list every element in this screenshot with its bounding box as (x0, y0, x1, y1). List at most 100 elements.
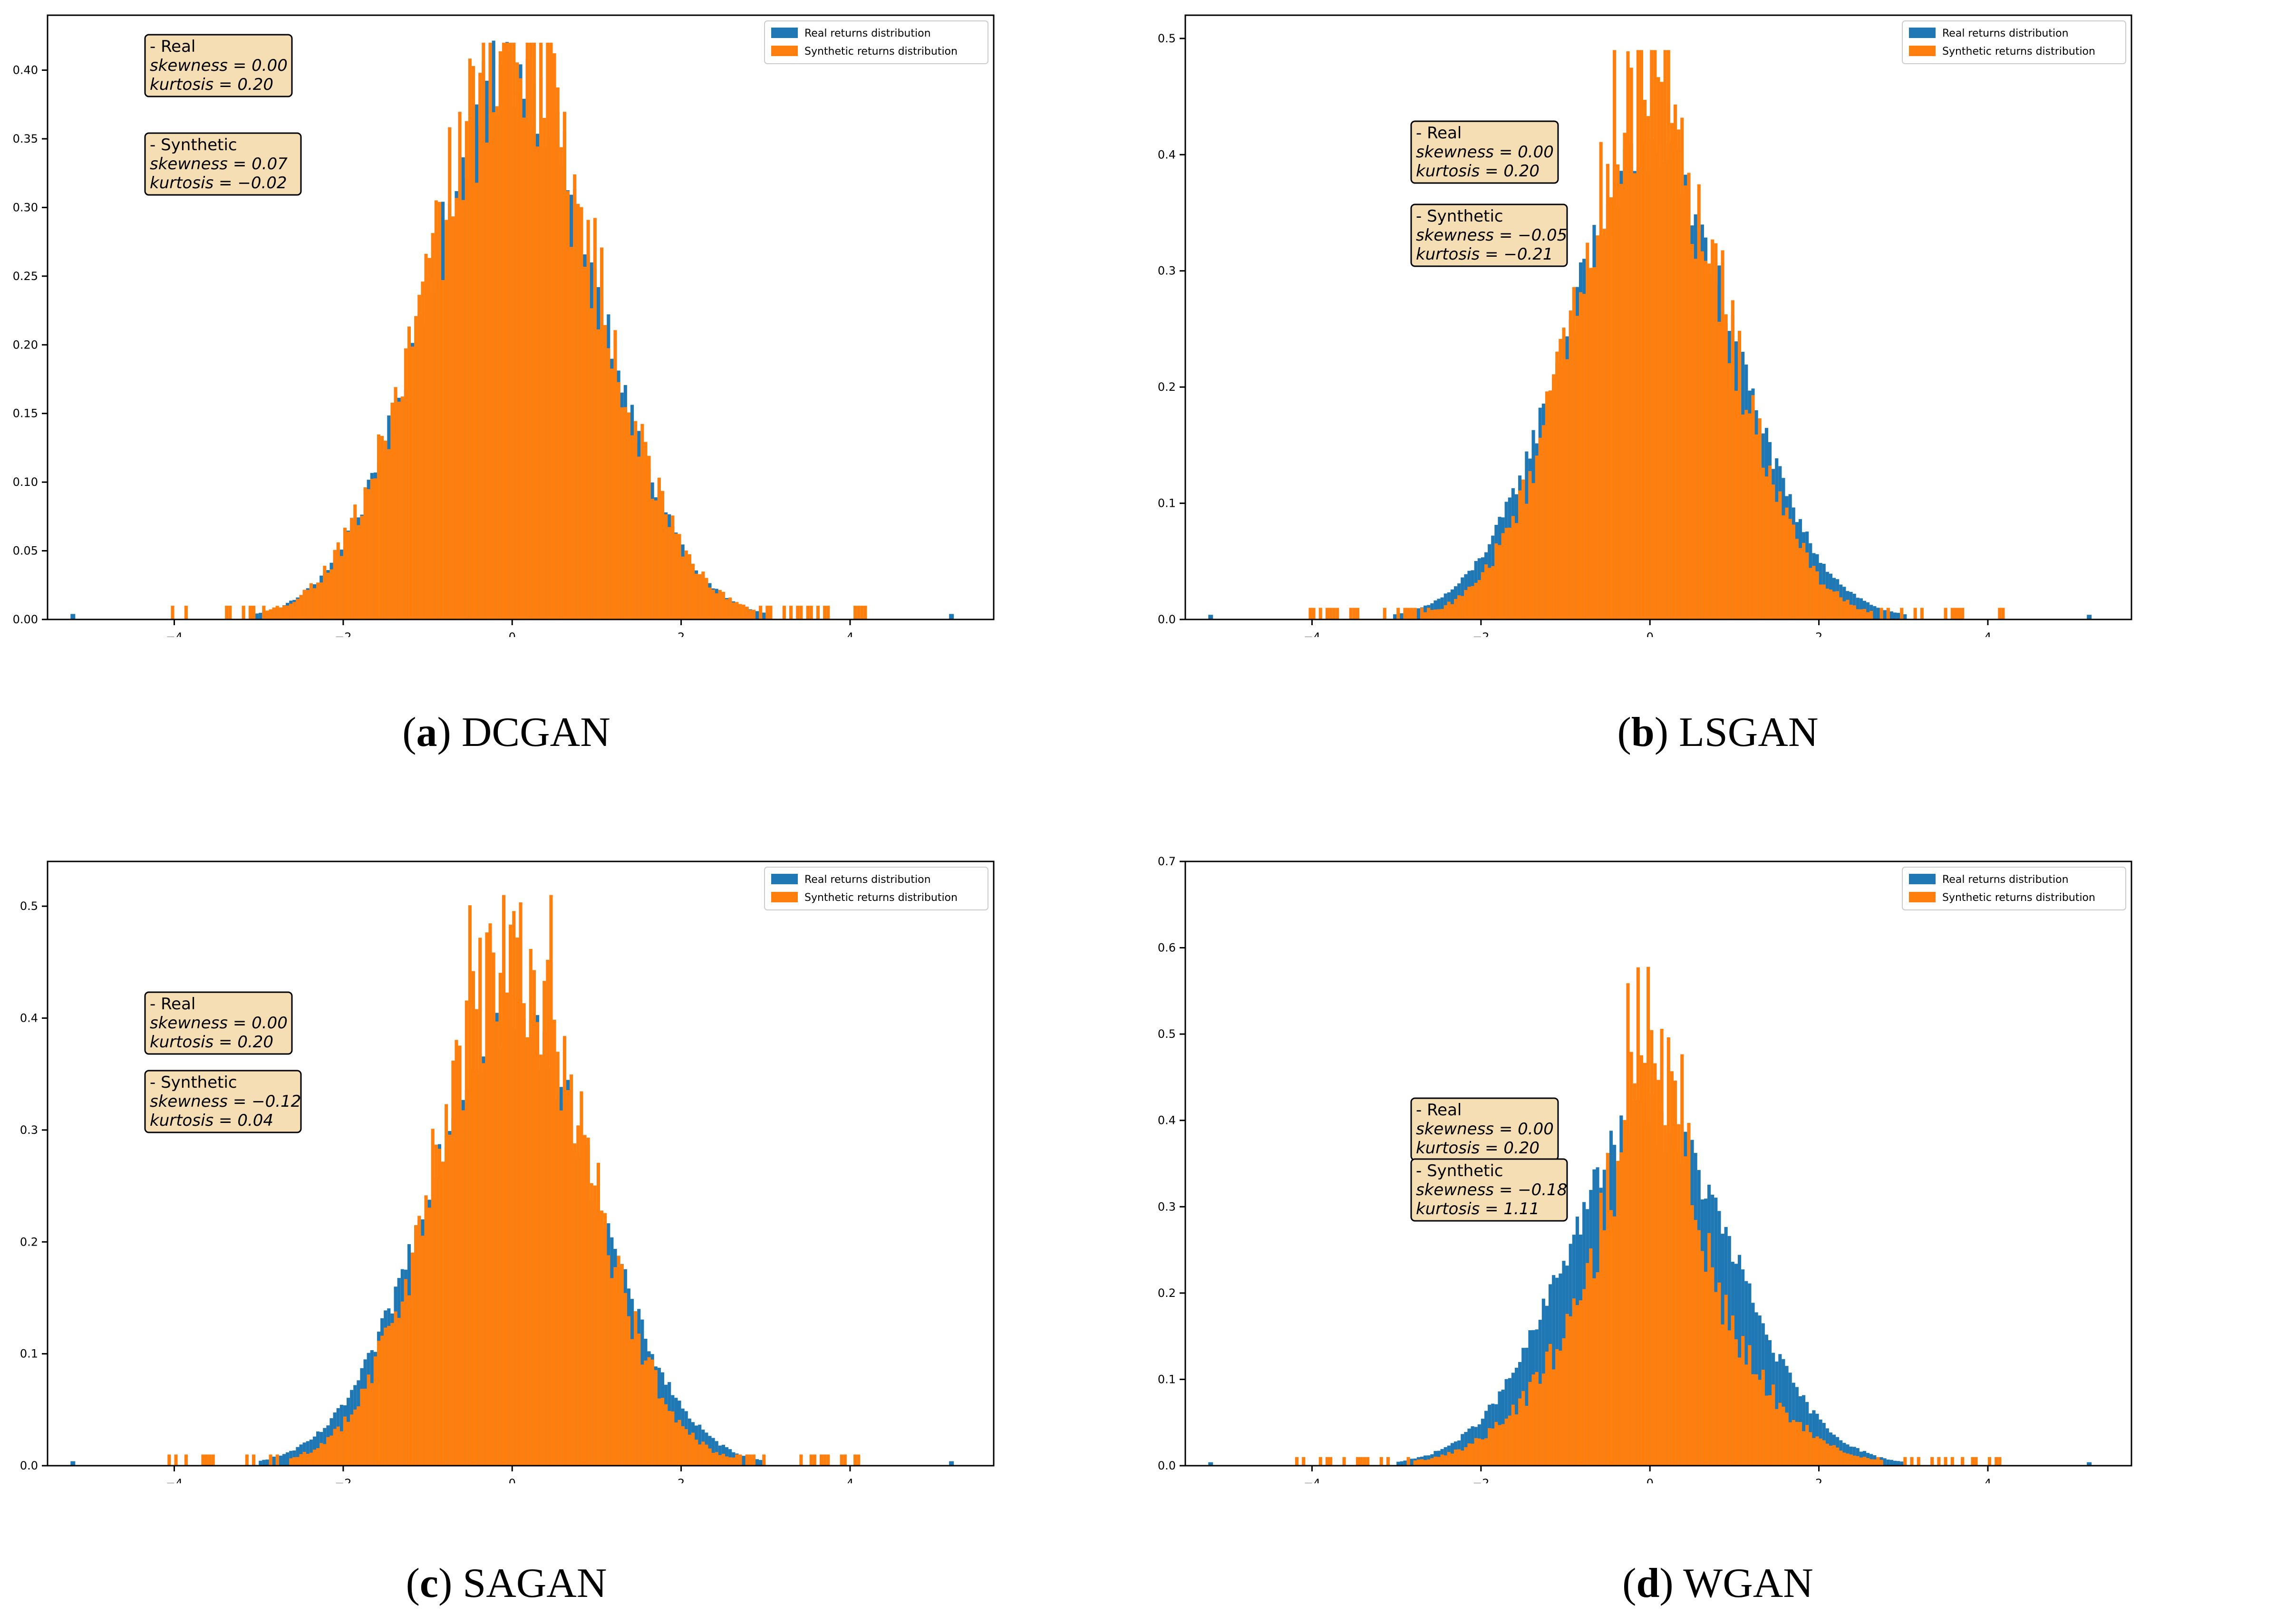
bar-synthetic (1569, 1316, 1572, 1466)
bar-synthetic (1879, 1460, 1883, 1466)
legend-real-swatch (1909, 874, 1936, 884)
bar-synthetic (559, 1110, 563, 1466)
bar-synthetic (286, 605, 290, 619)
bar-synthetic (1427, 1459, 1431, 1466)
bar-synthetic (1704, 1272, 1708, 1466)
bar-synthetic (353, 504, 357, 619)
bar-synthetic (745, 607, 749, 619)
bar-synthetic (620, 407, 624, 619)
bar-synthetic (610, 368, 614, 619)
bar-synthetic (275, 1454, 279, 1466)
bar-synthetic (1704, 261, 1708, 619)
bar-synthetic (333, 1429, 337, 1466)
bar-synthetic (613, 330, 617, 619)
bar-synthetic (1461, 596, 1464, 619)
bar-synthetic (782, 606, 786, 619)
bar-synthetic (640, 424, 644, 619)
bar-synthetic (1775, 1409, 1779, 1466)
bar-synthetic (448, 1134, 452, 1466)
stats-line: kurtosis = 0.20 (1416, 1139, 1540, 1158)
stats-line: skewness = 0.07 (150, 155, 288, 174)
bar-synthetic (1717, 1282, 1721, 1466)
bar-synthetic (316, 582, 320, 619)
bar-synthetic (228, 606, 232, 619)
bar-real (1900, 1461, 1904, 1466)
bar-synthetic (1646, 967, 1650, 1466)
bar-synthetic (1440, 1454, 1444, 1466)
stats-line: - Synthetic (150, 135, 237, 155)
y-tick-label: 0.40 (13, 64, 38, 77)
bar-synthetic (1798, 1422, 1802, 1466)
bar-synthetic (857, 1454, 861, 1466)
bar-synthetic (566, 191, 570, 619)
bar-synthetic (613, 1267, 617, 1466)
bar-synthetic (502, 895, 506, 1466)
bar-synthetic (427, 258, 431, 619)
bar-synthetic (1424, 612, 1427, 619)
bar-synthetic (701, 1441, 705, 1466)
bar-synthetic (1579, 1300, 1583, 1466)
bar-synthetic (1484, 1438, 1488, 1466)
bar-synthetic (225, 606, 229, 619)
bar-synthetic (1656, 77, 1660, 620)
bar-synthetic (424, 1195, 428, 1466)
bar-synthetic (549, 895, 553, 1466)
bar-synthetic (478, 938, 482, 1466)
caption-a: (a) DCGAN (402, 709, 610, 755)
bar-synthetic (1613, 1216, 1617, 1466)
bar-synthetic (411, 347, 415, 619)
x-tick-label: −4 (1304, 1477, 1320, 1483)
bar-synthetic (1491, 1428, 1495, 1466)
bar-synthetic (1437, 1457, 1441, 1466)
bar-synthetic (1869, 1459, 1873, 1466)
bar-synthetic (1643, 100, 1647, 619)
bar-synthetic (455, 198, 458, 620)
bar-synthetic (387, 1325, 391, 1466)
stats-line: - Synthetic (1416, 207, 1503, 226)
bar-synthetic (1731, 1315, 1734, 1466)
caption-name-d: WGAN (1683, 1560, 1813, 1606)
bar-synthetic (816, 606, 820, 619)
bar-synthetic (1862, 1457, 1867, 1466)
bar-synthetic (363, 1389, 367, 1466)
bar-real (1859, 598, 1863, 619)
bar-synthetic (627, 412, 630, 619)
bar-synthetic (1684, 1156, 1687, 1466)
caption-c: (c) SAGAN (406, 1560, 607, 1606)
bar-real (755, 1459, 759, 1466)
x-tick-label: 2 (1815, 630, 1822, 637)
bar-synthetic (2001, 608, 2005, 619)
bar-synthetic (1379, 1457, 1383, 1466)
bar-synthetic (417, 295, 421, 619)
stats-line: - Synthetic (1416, 1161, 1503, 1180)
bar-real (759, 1460, 763, 1466)
bar-synthetic (617, 1256, 620, 1466)
bar-synthetic (1903, 1457, 1907, 1466)
bar-synthetic (1697, 1230, 1701, 1466)
bar-real (309, 1440, 313, 1466)
bar-synthetic (1508, 1415, 1511, 1466)
bar-synthetic (698, 1444, 702, 1466)
bar-synthetic (1778, 491, 1782, 619)
bar-synthetic (184, 606, 188, 619)
bar-real (296, 1447, 300, 1466)
bar-synthetic (434, 1144, 438, 1466)
bar-real-outlier (70, 1461, 76, 1466)
bar-synthetic (701, 571, 705, 619)
bar-synthetic (1782, 1406, 1785, 1466)
caption-letter-c: c (419, 1560, 438, 1606)
bar-synthetic (1596, 235, 1599, 619)
x-tick-label: −4 (166, 630, 183, 637)
legend-real-label: Real returns distribution (804, 28, 931, 39)
stats-line: - Real (150, 37, 195, 56)
bar-synthetic (414, 316, 418, 619)
bar-synthetic (1727, 1330, 1731, 1466)
bar-synthetic (441, 1161, 445, 1466)
bar-synthetic (1819, 584, 1822, 619)
bar-synthetic (1660, 82, 1664, 619)
x-tick-label: 0 (509, 1477, 516, 1483)
x-tick-label: 0 (1646, 630, 1654, 637)
bar-synthetic (809, 1454, 813, 1466)
bar-synthetic (397, 1318, 401, 1466)
bar-synthetic (1592, 267, 1596, 619)
